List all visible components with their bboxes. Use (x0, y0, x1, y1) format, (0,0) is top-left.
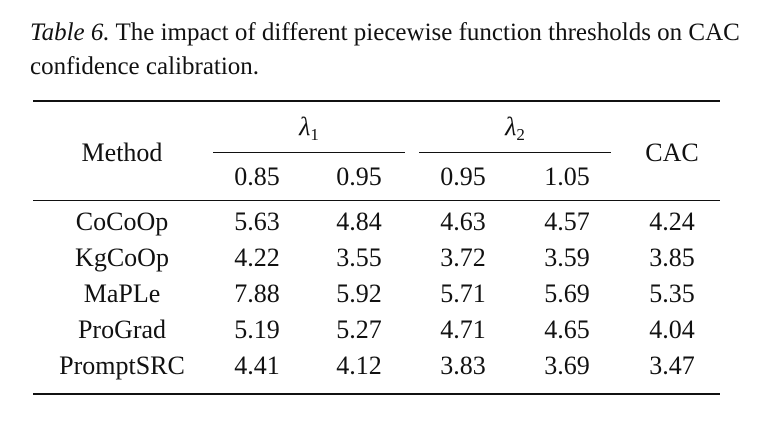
row-value: 4.71 (440, 315, 486, 344)
row-value: 4.65 (544, 315, 590, 344)
row-value: 5.71 (440, 279, 486, 308)
method-header: Method (81, 138, 163, 167)
table-row: CoCoOp 5.63 4.84 4.63 4.57 4.24 (33, 205, 720, 241)
row-value: 3.69 (544, 351, 590, 380)
row-method: PromptSRC (59, 351, 185, 380)
cac-header: CAC (645, 138, 699, 167)
row-cac-value: 3.47 (649, 351, 695, 380)
results-table: Method λ1 λ2 CAC 0.85 0.95 0.95 1.05 CoC… (33, 100, 720, 395)
lambda2-header: λ2 (419, 112, 611, 145)
table-body: CoCoOp 5.63 4.84 4.63 4.57 4.24 KgCoOp 4… (33, 201, 720, 393)
bottom-rule (33, 393, 720, 395)
row-value: 4.63 (440, 207, 486, 236)
row-value: 5.19 (234, 315, 280, 344)
row-value: 3.59 (544, 243, 590, 272)
lambda1-header: λ1 (213, 112, 405, 145)
lambda1-symbol: λ (299, 112, 311, 141)
row-cac-value: 4.04 (649, 315, 695, 344)
row-value: 3.55 (336, 243, 382, 272)
lambda1-subscript: 1 (310, 125, 319, 144)
row-cac-value: 3.85 (649, 243, 695, 272)
table-row: MaPLe 7.88 5.92 5.71 5.69 5.35 (33, 277, 720, 313)
col-header-lambda1-b: 0.95 (336, 162, 382, 191)
table-row: PromptSRC 4.41 4.12 3.83 3.69 3.47 (33, 349, 720, 385)
col-header-lambda2-b: 1.05 (544, 162, 590, 191)
row-value: 4.12 (336, 351, 382, 380)
lambda2-subscript: 2 (516, 125, 525, 144)
header-rule (33, 200, 720, 201)
col-header-lambda2-a: 0.95 (440, 162, 486, 191)
lambda1-cmidrule (213, 152, 405, 153)
row-method: MaPLe (83, 279, 161, 308)
row-value: 4.84 (336, 207, 382, 236)
row-value: 7.88 (234, 279, 280, 308)
table-header: Method λ1 λ2 CAC 0.85 0.95 0.95 1.05 (33, 102, 720, 200)
row-cac-value: 4.24 (649, 207, 695, 236)
row-value: 5.63 (234, 207, 280, 236)
row-value: 5.69 (544, 279, 590, 308)
row-value: 3.72 (440, 243, 486, 272)
top-rule (33, 100, 720, 102)
row-value: 4.41 (234, 351, 280, 380)
lambda2-symbol: λ (505, 112, 517, 141)
caption-label: Table 6. (30, 19, 110, 46)
table-row: ProGrad 5.19 5.27 4.71 4.65 4.04 (33, 313, 720, 349)
row-value: 5.27 (336, 315, 382, 344)
caption-text: The impact of different piecewise functi… (30, 19, 740, 80)
table-caption: Table 6. The impact of different piecewi… (30, 16, 745, 84)
row-cac-value: 5.35 (649, 279, 695, 308)
row-method: CoCoOp (75, 207, 169, 236)
row-value: 5.92 (336, 279, 382, 308)
row-value: 4.22 (234, 243, 280, 272)
table-row: KgCoOp 4.22 3.55 3.72 3.59 3.85 (33, 241, 720, 277)
row-value: 4.57 (544, 207, 590, 236)
row-value: 3.83 (440, 351, 486, 380)
lambda2-cmidrule (419, 152, 611, 153)
row-method: KgCoOp (75, 243, 169, 272)
col-header-lambda1-a: 0.85 (234, 162, 280, 191)
row-method: ProGrad (77, 315, 167, 344)
